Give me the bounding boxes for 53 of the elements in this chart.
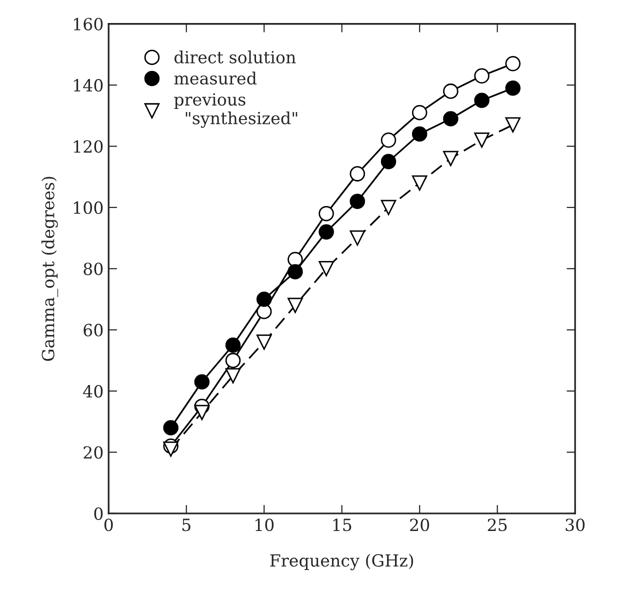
x-axis-title: Frequency (GHz) (270, 554, 414, 570)
point (380, 200, 396, 216)
point (474, 92, 490, 108)
y-tick-label: 20 (84, 446, 103, 459)
point (474, 132, 490, 148)
point (225, 368, 241, 384)
point (380, 154, 396, 170)
point (194, 404, 210, 420)
point (350, 230, 366, 246)
point (194, 374, 210, 390)
point (163, 442, 178, 457)
x-tick-label: 20 (410, 518, 430, 532)
point (505, 56, 521, 72)
point (412, 175, 428, 191)
legend-label: measured (174, 72, 257, 85)
y-tick-label: 100 (74, 201, 103, 214)
x-tick-label: 5 (182, 518, 190, 532)
y-tick-label: 0 (94, 507, 103, 520)
y-tick-label: 60 (84, 324, 103, 336)
y-tick-label: 140 (74, 79, 103, 92)
point (350, 194, 366, 209)
point (350, 166, 366, 182)
x-tick-label: 0 (104, 518, 113, 532)
point (288, 264, 303, 280)
y-axis-title: Gamma_opt (degrees) (41, 176, 58, 361)
x-tick-label: 15 (333, 518, 352, 532)
point (474, 68, 490, 84)
point (163, 420, 178, 436)
point (443, 150, 458, 166)
point (505, 117, 521, 132)
point (443, 111, 458, 126)
point (318, 261, 334, 276)
x-tick-label: 25 (488, 518, 507, 532)
point (380, 132, 396, 148)
x-tick-label: 30 (566, 518, 585, 532)
legend-label: direct solution (174, 50, 296, 64)
x-tick-label: 10 (256, 518, 274, 532)
y-tick-label: 80 (84, 262, 103, 276)
y-tick-label: 160 (74, 18, 103, 30)
point (412, 104, 428, 120)
y-tick-label: 40 (83, 384, 103, 398)
point (318, 206, 334, 222)
point (505, 80, 521, 96)
point (225, 338, 241, 353)
point (318, 224, 334, 240)
legend-label: previous "synthesized" (174, 93, 298, 128)
point (412, 126, 428, 142)
point (288, 298, 303, 314)
point (225, 352, 241, 368)
point (256, 334, 272, 350)
y-tick-label: 120 (74, 140, 103, 153)
point (256, 292, 272, 307)
point (443, 84, 458, 99)
